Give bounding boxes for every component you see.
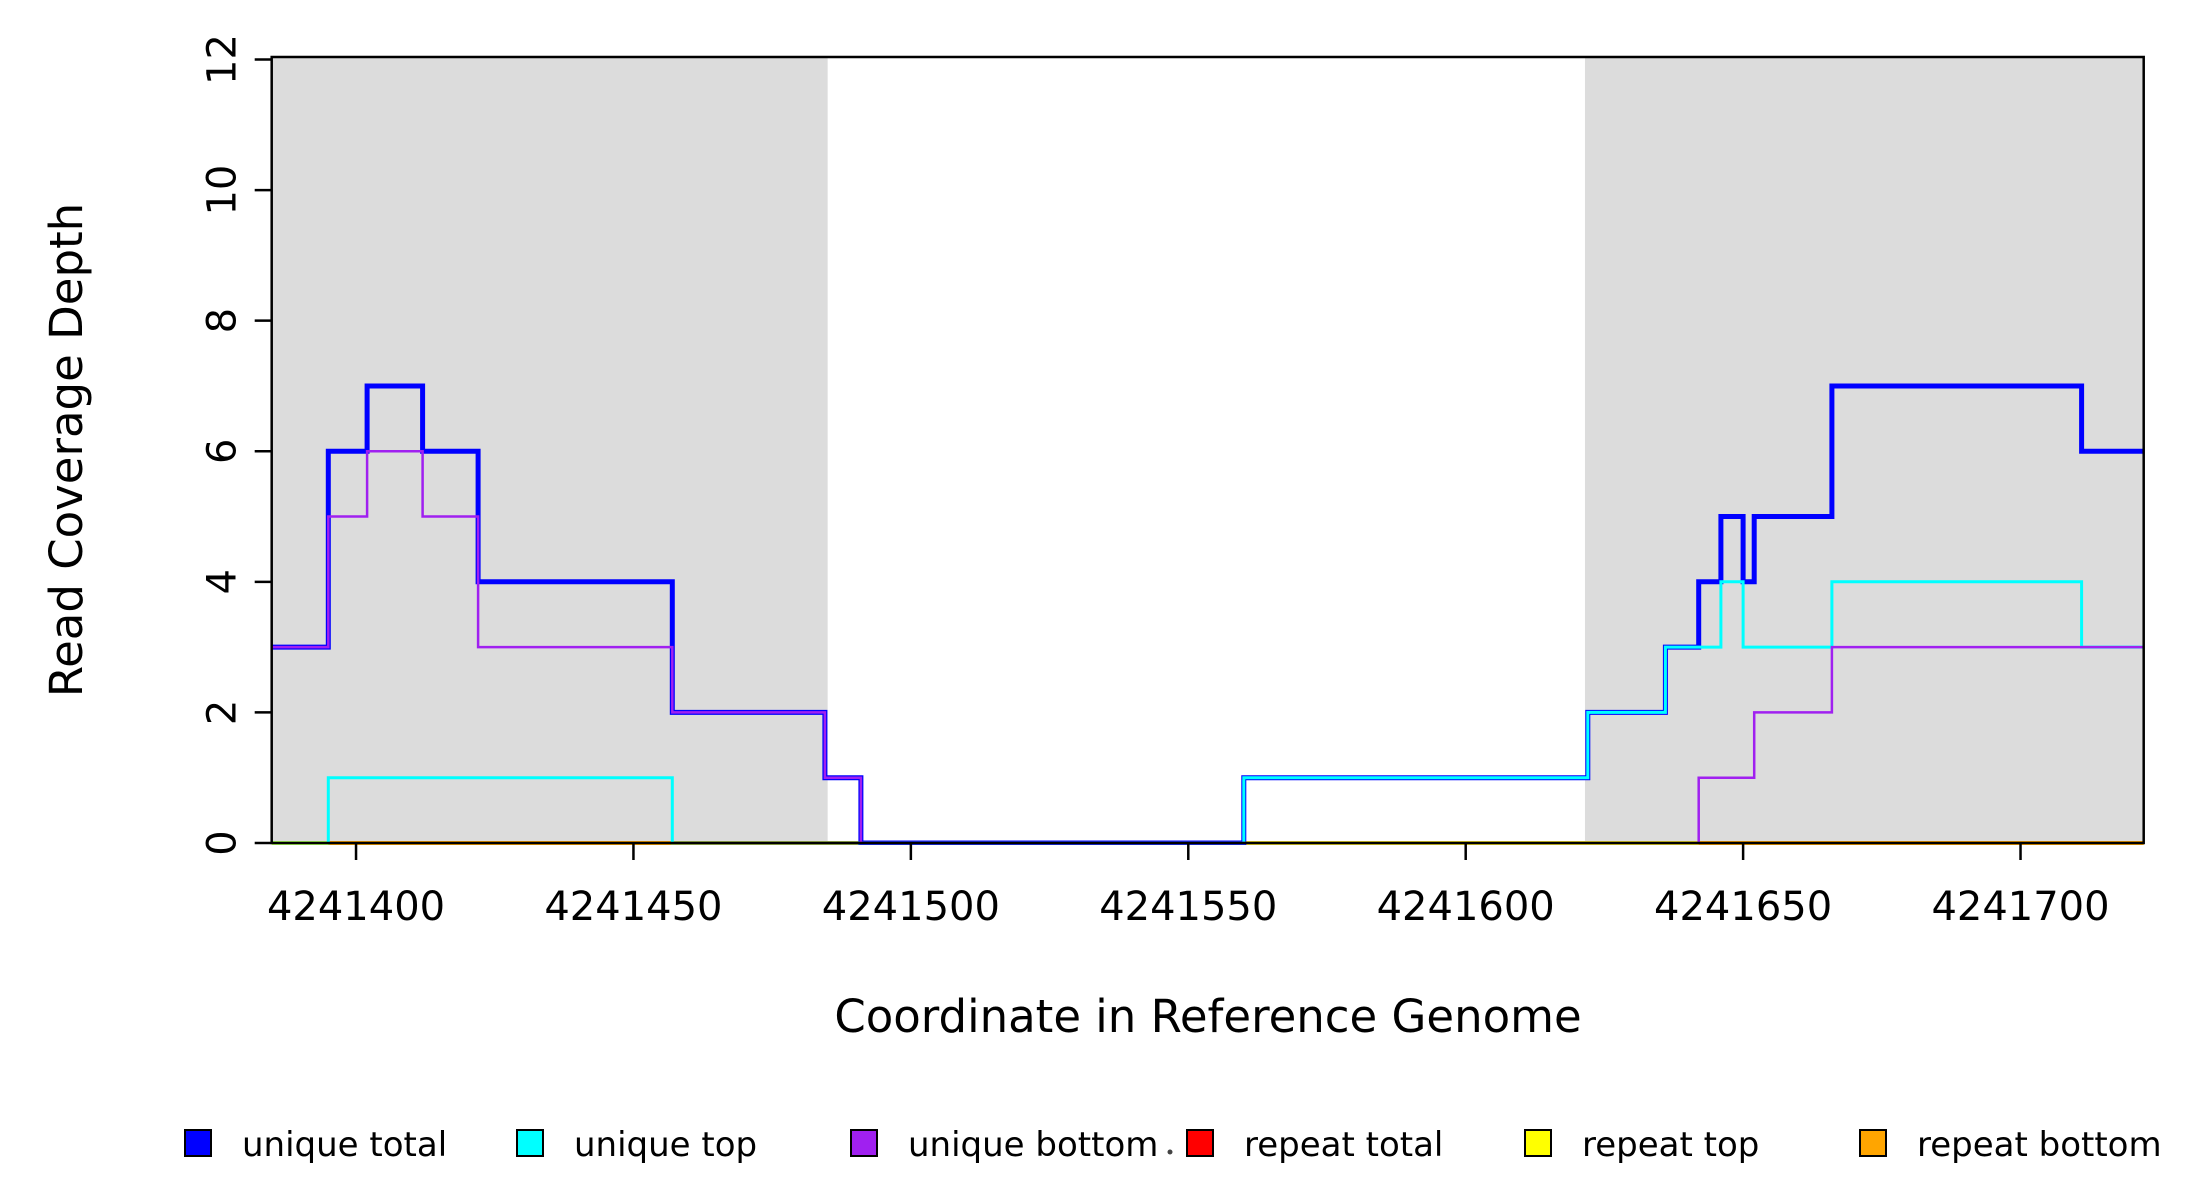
legend-label-unique-top: unique top	[574, 1125, 757, 1165]
x-tick-label: 4241550	[1099, 884, 1277, 930]
legend-label-repeat-top: repeat top	[1582, 1125, 1759, 1165]
legend-label-unique-bottom: unique bottom	[908, 1125, 1158, 1165]
x-axis-title: Coordinate in Reference Genome	[834, 990, 1581, 1043]
series-line-unique-bottom	[271, 450, 2144, 845]
legend-swatch-repeat-top	[1524, 1129, 1552, 1157]
legend-swatch-repeat-bottom	[1859, 1129, 1887, 1157]
series-line-unique-top	[271, 580, 2144, 845]
y-tick-label: 2	[200, 700, 246, 725]
legend-item-repeat-bottom: repeat bottom	[1859, 1125, 2162, 1165]
legend-swatch-unique-top	[516, 1129, 544, 1157]
legend-label-repeat-bottom: repeat bottom	[1917, 1125, 2162, 1165]
repeat-shaded-regions	[271, 57, 2144, 843]
y-tick-label: 12	[200, 34, 246, 85]
legend-swatch-unique-bottom	[850, 1129, 878, 1157]
repeat-region-right	[1584, 57, 2144, 843]
legend: unique total unique top unique bottom re…	[184, 1125, 2162, 1165]
legend-item-unique-bottom: unique bottom	[850, 1125, 1158, 1165]
x-tick-label: 4241500	[822, 884, 1000, 930]
y-tick-label: 0	[200, 830, 246, 855]
legend-label-repeat-total: repeat total	[1244, 1125, 1443, 1165]
y-tick-label: 8	[200, 308, 246, 333]
x-tick-label: 4241450	[544, 884, 722, 930]
y-tick-label: 10	[200, 165, 246, 216]
y-tick-label: 6	[200, 439, 246, 464]
legend-swatch-repeat-total	[1186, 1129, 1214, 1157]
y-axis-title: Read Coverage Depth	[40, 203, 93, 697]
legend-item-repeat-top: repeat top	[1524, 1125, 1759, 1165]
legend-item-repeat-total: repeat total	[1186, 1125, 1443, 1165]
x-tick-label: 4241650	[1654, 884, 1832, 930]
legend-item-unique-total: unique total	[184, 1125, 447, 1165]
x-tick-label: 4241700	[1931, 884, 2109, 930]
x-tick-label: 4241600	[1377, 884, 1555, 930]
x-tick-label: 4241400	[267, 884, 445, 930]
axes: 4241400 4241450 4241500 4241550 4241600 42416…	[200, 34, 2110, 930]
stray-point-artifact	[1167, 1149, 1173, 1155]
legend-swatch-unique-total	[184, 1129, 212, 1157]
plot-border-box	[270, 55, 2145, 845]
legend-label-unique-total: unique total	[242, 1125, 447, 1165]
y-tick-label: 4	[200, 569, 246, 594]
legend-item-unique-top: unique top	[516, 1125, 757, 1165]
